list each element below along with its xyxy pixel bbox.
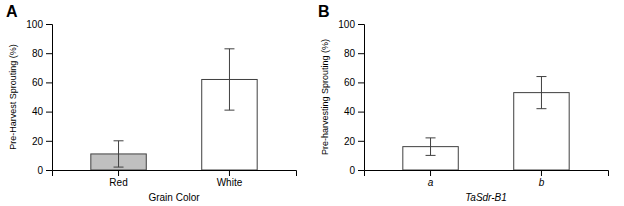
tick-label: 20: [344, 136, 356, 147]
marks: [403, 77, 569, 170]
error-bar: [536, 77, 546, 109]
tick-label: a: [428, 177, 434, 188]
chart: A 0 20 40 60 80 100 Red White Grain Color Pre-Harv…: [0, 0, 624, 206]
marks: [91, 49, 257, 170]
x-axis: ab: [365, 170, 609, 188]
tick-label: 40: [344, 106, 356, 117]
tick: 80: [344, 48, 364, 59]
tick-label: 80: [32, 48, 44, 59]
tick: 60: [344, 77, 364, 88]
tick: 20: [344, 136, 364, 147]
tick: White: [217, 170, 243, 188]
tick: 100: [26, 19, 52, 30]
tick: 0: [37, 165, 52, 176]
tick: 100: [338, 19, 364, 30]
tick-mark: [358, 141, 364, 142]
tick: 20: [32, 136, 52, 147]
error-bar: [426, 138, 436, 156]
tick-mark: [46, 112, 52, 113]
x-axis-title: Grain Color: [148, 192, 200, 203]
tick-mark: [358, 170, 364, 171]
error-bar: [224, 49, 234, 110]
tick: Red: [109, 170, 127, 188]
panel-label: B: [318, 3, 330, 20]
tick-mark: [46, 170, 52, 171]
tick-label: 100: [338, 19, 355, 30]
tick-label: 40: [32, 106, 44, 117]
tick: 80: [32, 48, 52, 59]
x-axis: Red White: [53, 170, 297, 188]
axis-line: [53, 171, 297, 177]
tick-mark: [430, 170, 431, 176]
tick: 40: [344, 106, 364, 117]
tick-label: b: [539, 177, 545, 188]
tick-mark: [46, 141, 52, 142]
tick-mark: [229, 170, 230, 176]
panel: 020406080100abTaSdr-B1Pre-harvesting Spr…: [320, 19, 609, 203]
panel: 0 20 40 60 80 100 Red White Grain Color Pre-Harve…: [8, 19, 297, 203]
tick: a: [428, 170, 434, 188]
tick-mark: [541, 170, 542, 176]
x-axis-title: TaSdr-B1: [465, 192, 507, 203]
tick-label: 0: [349, 165, 355, 176]
tick-mark: [46, 24, 52, 25]
tick-mark: [46, 82, 52, 83]
tick-mark: [358, 112, 364, 113]
tick-mark: [358, 24, 364, 25]
tick-label: 60: [32, 77, 44, 88]
axis-line: [46, 25, 53, 171]
tick-mark: [118, 170, 119, 176]
y-axis: 0 20 40 60 80 100: [26, 19, 52, 176]
tick-label: 0: [37, 165, 43, 176]
y-axis-title: Pre-Harvest Sprouting (%): [8, 44, 18, 150]
tick-mark: [358, 82, 364, 83]
tick: 0: [349, 165, 364, 176]
tick-mark: [46, 53, 52, 54]
y-axis: 0 20 40 60 80 100: [338, 19, 364, 176]
tick-label: 100: [26, 19, 43, 30]
y-axis-title: Pre-harvesting Sprouting (%): [320, 39, 330, 155]
tick-label: White: [217, 177, 243, 188]
tick-label: 20: [32, 136, 44, 147]
axis-line: [358, 25, 365, 171]
tick-label: Red: [109, 177, 127, 188]
axis-line: [365, 171, 609, 177]
tick: b: [539, 170, 545, 188]
tick-label: 80: [344, 48, 356, 59]
tick-mark: [358, 53, 364, 54]
tick: 40: [32, 106, 52, 117]
tick: 60: [32, 77, 52, 88]
tick-label: 60: [344, 77, 356, 88]
error-bar: [114, 141, 124, 167]
panel-label: A: [6, 3, 18, 20]
